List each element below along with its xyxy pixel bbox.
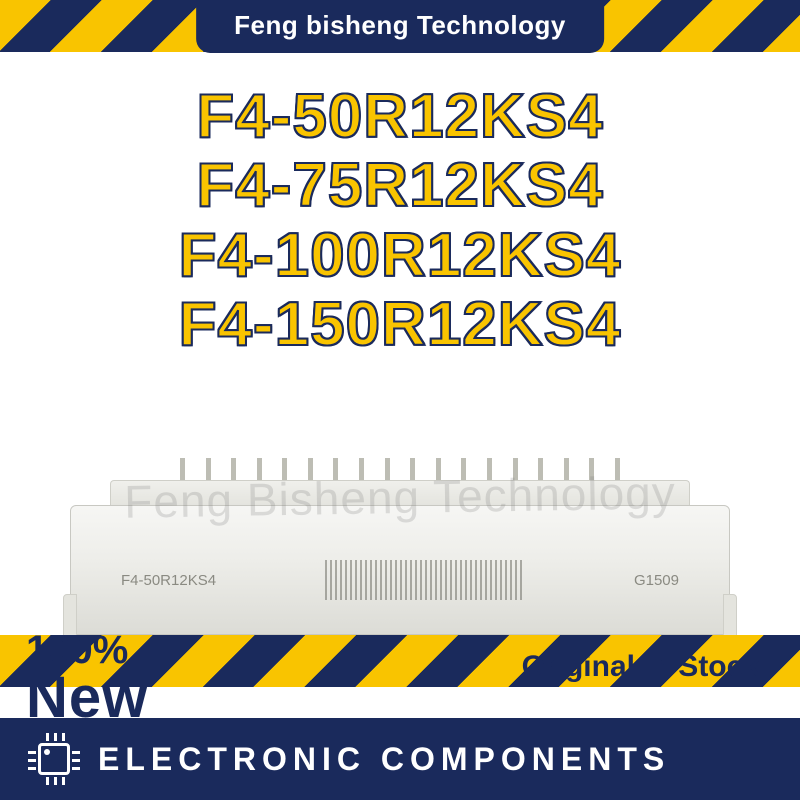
part-number: F4-75R12KS4: [179, 151, 622, 220]
brand-header: Feng bisheng Technology: [196, 0, 604, 53]
footer-title: ELECTRONIC COMPONENTS: [98, 741, 670, 778]
module-label-left: F4-50R12KS4: [121, 572, 216, 589]
product-module-illustration: F4-50R12KS4 G1509: [70, 440, 730, 635]
new-label: New: [26, 670, 148, 725]
brand-name: Feng bisheng Technology: [234, 10, 566, 40]
footer-bar: ELECTRONIC COMPONENTS: [0, 718, 800, 800]
chip-icon: [28, 733, 80, 785]
module-label-right: G1509: [634, 572, 679, 589]
part-number: F4-150R12KS4: [179, 290, 622, 359]
part-number: F4-100R12KS4: [179, 221, 622, 290]
part-number: F4-50R12KS4: [179, 82, 622, 151]
module-face: F4-50R12KS4 G1509: [101, 540, 699, 620]
product-listing-graphic: Feng bisheng Technology F4-50R12KS4 F4-7…: [0, 0, 800, 800]
percent-label: 100%: [26, 630, 148, 670]
in-stock-label: Original In Stock: [522, 650, 760, 684]
new-badge: 100% New: [26, 630, 148, 725]
part-number-list: F4-50R12KS4 F4-75R12KS4 F4-100R12KS4 F4-…: [179, 82, 622, 360]
module-barcode: [325, 560, 525, 600]
module-body: F4-50R12KS4 G1509: [70, 505, 730, 635]
